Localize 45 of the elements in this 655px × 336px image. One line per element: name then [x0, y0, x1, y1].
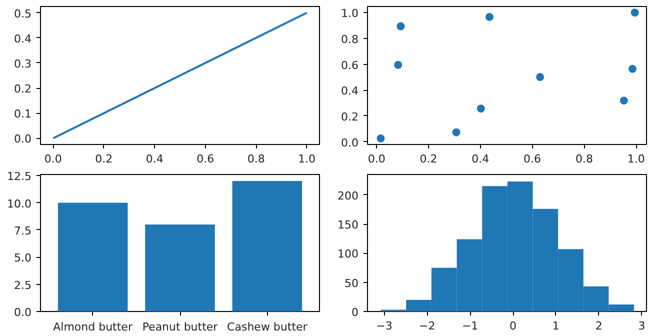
y-tick-label: 0.0	[14, 132, 32, 146]
x-tick-label: 2	[595, 320, 602, 332]
y-tick-label: 0.6	[341, 58, 359, 72]
x-tick-label: Almond butter	[53, 320, 133, 334]
y-tick-label: 12.5	[7, 170, 32, 184]
y-tick-label: 1.0	[341, 7, 359, 20]
y-tick-label: 0.4	[341, 84, 359, 98]
y-tick-label: 50	[344, 276, 359, 290]
y-tick-label: 0.0	[14, 306, 32, 319]
y-tick-label: 0.2	[14, 82, 32, 96]
x-tick-label: 0.4	[472, 152, 490, 166]
y-tick-label: 5.0	[14, 252, 32, 265]
y-tick-label: 7.5	[14, 224, 32, 238]
y-tick-label: 0.1	[14, 108, 32, 121]
x-tick-label: 0.8	[247, 152, 265, 166]
x-tick-label: 1.0	[627, 152, 645, 166]
x-tick-label: 0.2	[420, 152, 438, 166]
x-tick-label: 0.6	[196, 152, 214, 166]
y-tick-label: 200	[338, 189, 359, 202]
y-tick-label: 2.5	[14, 278, 32, 292]
y-tick-label: 100	[338, 248, 359, 261]
x-tick-label: 0.8	[575, 152, 593, 166]
x-tick-label: 1.0	[298, 152, 316, 166]
x-tick-label: −2	[419, 320, 436, 332]
y-tick-label: 0.3	[14, 57, 32, 70]
y-tick-label: 0.2	[341, 110, 359, 124]
x-tick-label: 0.6	[524, 152, 542, 166]
y-tick-label: 10.0	[7, 197, 32, 210]
x-tick-label: Cashew butter	[227, 320, 308, 334]
y-tick-label: 0.0	[341, 136, 359, 150]
x-tick-label: 0.4	[146, 152, 164, 166]
y-tick-label: 0	[352, 306, 358, 319]
y-tick-label: 0.8	[341, 32, 359, 46]
x-tick-label: Peanut butter	[142, 320, 218, 334]
x-tick-label: 1	[552, 320, 560, 332]
x-tick-label: 0.0	[44, 152, 62, 166]
x-tick-label: −1	[462, 320, 478, 332]
x-tick-label: −3	[376, 320, 392, 332]
y-tick-label: 0.4	[14, 32, 32, 46]
x-tick-label: 3	[638, 320, 646, 332]
x-tick-label: 0.0	[368, 152, 386, 166]
x-tick-label: 0.2	[95, 152, 113, 166]
y-tick-label: 150	[338, 218, 359, 232]
x-tick-label: 0	[510, 320, 517, 332]
y-tick-label: 0.5	[14, 7, 32, 20]
